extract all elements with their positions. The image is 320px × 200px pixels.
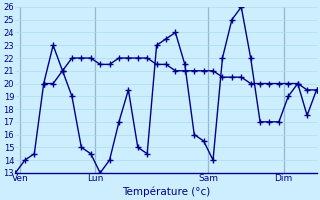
X-axis label: Température (°c): Température (°c) — [122, 186, 210, 197]
